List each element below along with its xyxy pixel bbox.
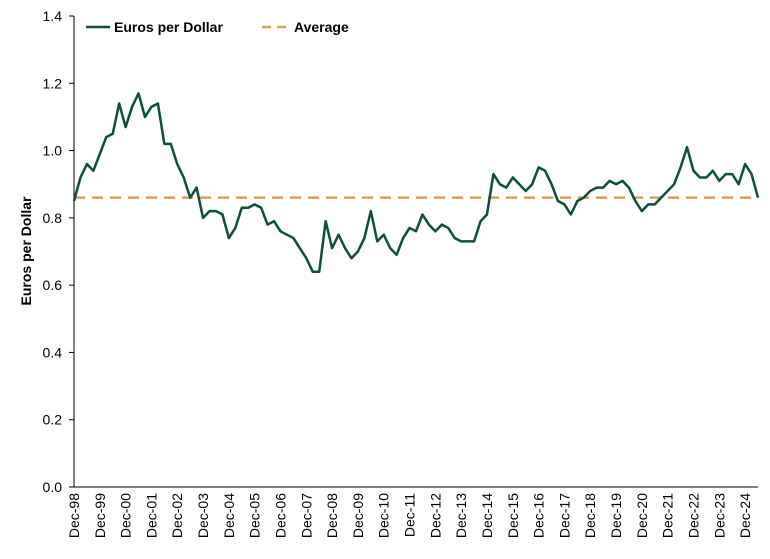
x-tick-label: Dec-18	[582, 493, 598, 538]
x-tick-label: Dec-13	[453, 493, 469, 538]
y-tick-label: 0.0	[43, 479, 63, 495]
x-tick-label: Dec-00	[118, 493, 134, 538]
x-tick-label: Dec-03	[195, 493, 211, 538]
x-tick-label: Dec-19	[608, 493, 624, 538]
x-tick-label: Dec-14	[479, 493, 495, 538]
x-tick-label: Dec-98	[66, 493, 82, 538]
x-tick-label: Dec-16	[531, 493, 547, 538]
x-tick-label: Dec-15	[505, 493, 521, 538]
y-tick-label: 1.4	[43, 8, 63, 24]
y-tick-label: 0.6	[43, 277, 63, 293]
x-tick-label: Dec-05	[247, 493, 263, 538]
x-tick-label: Dec-10	[376, 493, 392, 538]
x-tick-label: Dec-12	[427, 493, 443, 538]
y-tick-label: 0.2	[43, 412, 63, 428]
x-tick-label: Dec-23	[711, 493, 727, 538]
x-tick-label: Dec-11	[402, 493, 418, 537]
x-tick-label: Dec-06	[272, 493, 288, 538]
data-line	[72, 92, 760, 273]
x-tick-label: Dec-17	[556, 493, 572, 538]
x-tick-label: Dec-09	[350, 493, 366, 538]
x-tick-label: Dec-01	[143, 493, 159, 538]
x-tick-label: Dec-22	[685, 493, 701, 538]
x-tick-label: Dec-99	[92, 493, 108, 538]
x-tick-label: Dec-08	[324, 493, 340, 538]
y-tick-label: 1.0	[43, 143, 63, 159]
x-tick-label: Dec-04	[221, 493, 237, 538]
y-tick-label: 0.4	[43, 344, 63, 360]
x-tick-label: Dec-24	[737, 493, 753, 538]
legend-label: Euros per Dollar	[114, 19, 223, 35]
y-tick-label: 0.8	[43, 210, 63, 226]
x-tick-label: Dec-20	[634, 493, 650, 538]
x-tick-label: Dec-21	[660, 493, 676, 538]
y-tick-label: 1.2	[43, 75, 63, 91]
legend-label: Average	[294, 19, 349, 35]
x-tick-label: Dec-07	[298, 493, 314, 538]
x-tick-label: Dec-02	[169, 493, 185, 538]
y-axis-label: Euros per Dollar	[18, 196, 34, 305]
